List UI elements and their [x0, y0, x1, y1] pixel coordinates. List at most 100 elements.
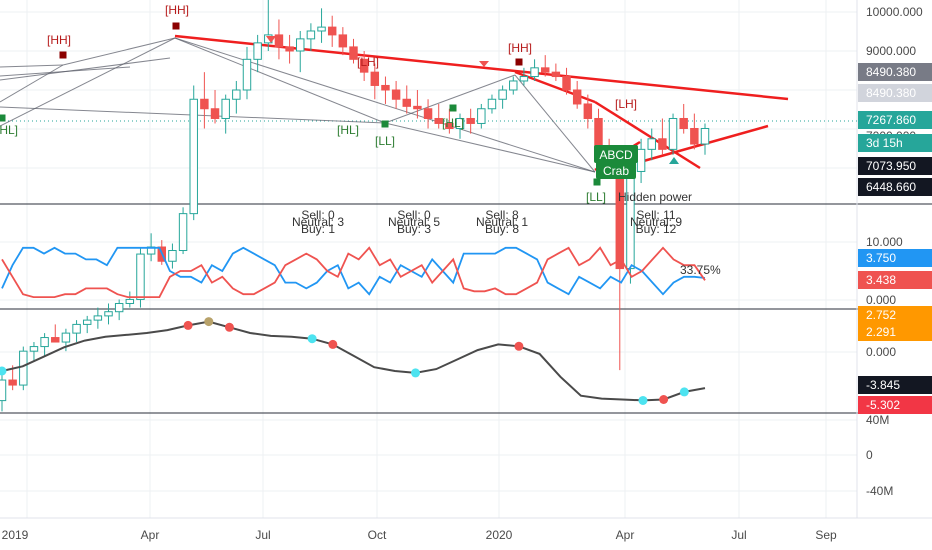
- candle-66: [700, 123, 710, 155]
- harmonic-pattern-badges: ABCD Crab Hidden power: [594, 145, 692, 204]
- candle-11: [114, 299, 124, 321]
- candle-body-34: [359, 58, 369, 73]
- price-badge-2-text: 7267.860: [866, 113, 916, 127]
- harmonic-line-11: [0, 57, 171, 81]
- candle-4: [40, 333, 49, 356]
- candle-body-24: [253, 42, 262, 60]
- pattern-label-1: [HH]: [165, 3, 189, 17]
- osc-badge-1-text: 3.438: [866, 273, 896, 287]
- price-axis[interactable]: 10000.0009000.0007000.0008490.3808490.38…: [858, 5, 932, 498]
- candle-body-46: [487, 98, 497, 110]
- candle-body-16: [168, 250, 177, 262]
- candle-8: [82, 315, 92, 334]
- candle-24: [253, 34, 262, 73]
- candle-60: [636, 138, 646, 184]
- wave-badge-0-text: 2.752: [866, 308, 896, 322]
- price-badge-0: 8490.380: [858, 63, 932, 81]
- candle-33: [349, 38, 358, 64]
- candle-body-19: [200, 98, 209, 110]
- time-axis[interactable]: 2019 Apr Jul Oct 2020 Apr Jul Sep: [2, 528, 837, 542]
- signal-stat-3-line-2: Buy: 12: [636, 222, 677, 236]
- candle-37: [391, 80, 401, 109]
- candle-body-0: [0, 379, 7, 402]
- harmonic-line-5: [0, 37, 176, 127]
- candle-body-23: [242, 58, 252, 91]
- price-tick-0: 10000.000: [866, 5, 923, 19]
- candle-27: [285, 34, 294, 64]
- candle-50: [530, 59, 539, 81]
- wave-tick-0: 0.000: [866, 345, 896, 359]
- price-badge-1: 8490.380: [858, 84, 932, 102]
- candle-body-54: [572, 89, 582, 105]
- pivot-markers: [0, 22, 679, 186]
- candle-body-41: [434, 117, 443, 124]
- wave-badge-1: 2.291: [858, 323, 932, 341]
- candle-body-49: [519, 76, 529, 82]
- candle-body-3: [29, 346, 39, 352]
- signal-stat-2-line-2: Buy: 8: [485, 222, 519, 236]
- candle-34: [359, 51, 369, 81]
- candle-38: [402, 85, 411, 114]
- candle-2: [19, 346, 28, 391]
- pattern-label-9: [LL]: [586, 190, 606, 204]
- candle-body-20: [210, 108, 220, 119]
- harmonic-line-2: [174, 37, 386, 124]
- osc-badge-0: 3.750: [858, 249, 932, 267]
- signal-stat-3-line-0: Sell: 11: [636, 208, 675, 222]
- candle-body-48: [509, 80, 518, 91]
- candle-29: [306, 23, 316, 51]
- wave-badge-0-box: [858, 306, 932, 324]
- trendlines: [0, 34, 789, 173]
- candle-body-45: [477, 108, 486, 124]
- candle-body-50: [530, 67, 539, 78]
- crab-badge-box: [596, 161, 636, 179]
- wave-pane: [0, 317, 706, 405]
- candle-47: [498, 85, 507, 109]
- candle-body-18: [189, 98, 198, 215]
- candle-32: [338, 27, 348, 56]
- time-tick-7: Sep: [815, 528, 837, 542]
- price-badge-1-text: 8490.380: [866, 86, 916, 100]
- pivot-low-marker-2: [449, 104, 457, 112]
- candle-22: [232, 80, 241, 114]
- osc-badge-0-box: [858, 249, 932, 267]
- pattern-labels: [HH] [HH] [HH] [LH] [LH] [HL] [HL] [HL] [LL] [LL]: [0, 3, 637, 204]
- signal-stat-3-line-1: Neutral: 9: [630, 215, 682, 229]
- price-badge-0-text: 8490.380: [866, 65, 916, 79]
- wave-dot-0: [0, 366, 7, 376]
- candle-body-61: [647, 138, 656, 150]
- wave-line: [1, 320, 706, 402]
- time-tick-5: Apr: [616, 528, 635, 542]
- candle-25: [264, 0, 273, 51]
- wave-badge-2-box: [858, 376, 932, 394]
- pivot-high-marker-1: [172, 22, 180, 30]
- crab-badge-text: Crab: [603, 164, 629, 178]
- candle-body-8: [82, 319, 92, 325]
- wave-badge-2: -3.845: [858, 376, 932, 394]
- candle-0: [0, 370, 7, 412]
- wave-dot-10: [679, 387, 689, 397]
- pattern-label-6: [HL]: [0, 123, 18, 137]
- signal-stat-2-line-1: Neutral: 1: [476, 215, 528, 229]
- osc-badge-1: 3.438: [858, 271, 932, 289]
- candle-body-30: [317, 26, 326, 32]
- candle-body-39: [413, 105, 422, 110]
- candle-35: [370, 63, 380, 100]
- wave-badge-2-text: -3.845: [866, 378, 900, 392]
- candle-3: [29, 342, 39, 361]
- candle-body-11: [114, 302, 124, 313]
- signal-stat-0-line-0: Sell: 0: [301, 208, 335, 222]
- signal-stat-0-line-1: Neutral: 3: [292, 215, 344, 229]
- candle-42: [445, 108, 454, 134]
- pattern-label-0: [HH]: [47, 33, 71, 47]
- candle-61: [647, 128, 656, 161]
- candle-body-38: [402, 98, 411, 107]
- time-tick-6: Jul: [731, 528, 746, 542]
- candle-26: [274, 19, 284, 60]
- candle-39: [413, 90, 422, 119]
- osc-badge-1-box: [858, 271, 932, 289]
